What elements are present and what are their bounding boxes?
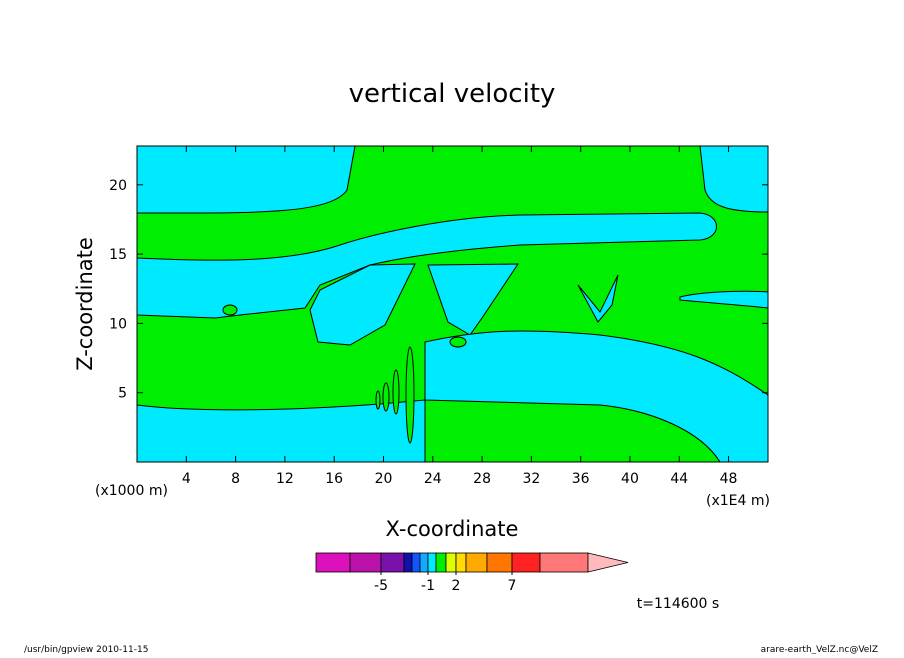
colorbar: -5 -1 2 7 <box>315 552 629 594</box>
plot-frame <box>136 145 769 463</box>
colorbar-segment <box>511 552 541 573</box>
colorbar-extension <box>587 552 629 573</box>
footer-left: /usr/bin/gpview 2010-11-15 <box>24 645 148 654</box>
colorbar-tick-label: -5 <box>374 578 388 594</box>
colorbar-segment <box>486 552 513 573</box>
colorbar-tick-label: -1 <box>421 578 435 594</box>
y-tick-label: 15 <box>109 247 127 263</box>
fill-low-regions <box>136 145 769 463</box>
x-tick-label: 36 <box>572 471 590 487</box>
contour-field <box>136 145 769 463</box>
colorbar-segment <box>349 552 382 573</box>
fill-high-cells <box>222 304 467 444</box>
colorbar-segment <box>465 552 488 573</box>
x-tick-label: 8 <box>231 471 240 487</box>
colorbar-segment <box>539 552 589 573</box>
colorbar-segment <box>419 552 429 573</box>
y-axis-label: Z-coordinate <box>73 237 97 371</box>
chart-title: vertical velocity <box>349 79 556 109</box>
x-axis-label: X-coordinate <box>386 517 519 541</box>
x-tick-label: 32 <box>522 471 540 487</box>
x-tick-label: 24 <box>424 471 442 487</box>
colorbar-segment <box>435 552 447 573</box>
colorbar-tick-label: 2 <box>452 578 461 594</box>
footer-right: arare-earth_VelZ.nc@VelZ <box>761 645 878 654</box>
x-tick-label: 4 <box>182 471 191 487</box>
x-tick-label: 44 <box>670 471 688 487</box>
time-annotation: t=114600 s <box>637 596 719 612</box>
colorbar-segment <box>403 552 413 573</box>
x-unit: (x1000 m) <box>95 483 168 499</box>
x-tick-label: 12 <box>276 471 294 487</box>
x-tick-label: 20 <box>375 471 393 487</box>
colorbar-tick-label: 7 <box>508 578 517 594</box>
colorbar-segment <box>455 552 467 573</box>
x-tick-label: 48 <box>720 471 738 487</box>
x-tick-label: 28 <box>473 471 491 487</box>
colorbar-segment <box>315 552 351 573</box>
y-tick-label: 20 <box>109 178 127 194</box>
x-tick-label: 40 <box>621 471 639 487</box>
x-unit-right: (x1E4 m) <box>706 493 770 509</box>
y-tick-label: 10 <box>109 316 127 332</box>
x-tick-label: 16 <box>325 471 343 487</box>
colorbar-segment <box>445 552 457 573</box>
y-tick-label: 5 <box>118 386 127 402</box>
colorbar-segment <box>380 552 405 573</box>
colorbar-segment <box>427 552 437 573</box>
colorbar-segment <box>411 552 421 573</box>
